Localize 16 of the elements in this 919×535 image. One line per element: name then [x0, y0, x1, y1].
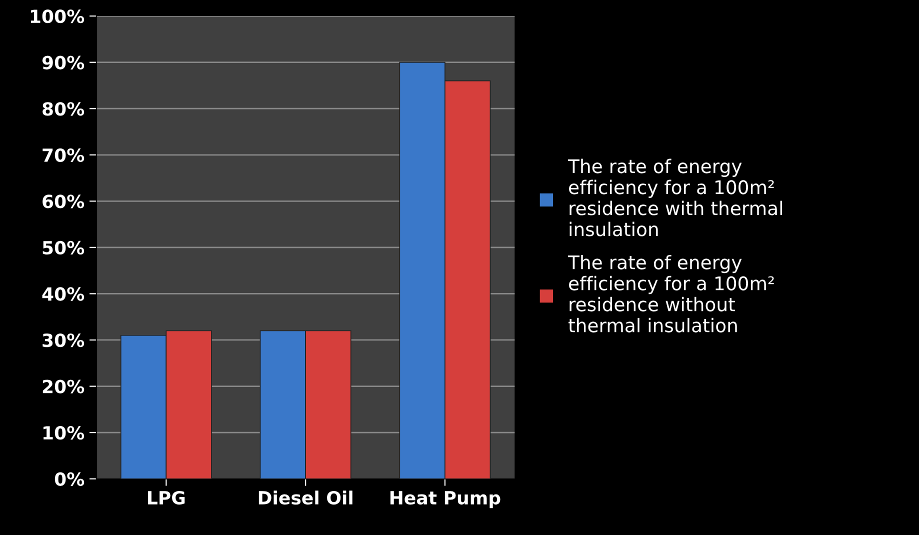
y-tick-label: 60% — [42, 194, 84, 208]
y-tick-label: 50% — [42, 240, 84, 255]
y-tick-label: 40% — [42, 287, 84, 301]
legend-label: The rate of energy efficiency for a 100m² residence without thermal insulation — [568, 254, 774, 332]
y-tick-label: 10% — [44, 426, 84, 440]
y-tick-label: 100% — [30, 10, 84, 24]
legend-label: The rate of energy efficiency for a 100m² residence with thermal insulation — [568, 158, 782, 236]
x-tick-label: Diesel Oil — [258, 490, 352, 505]
y-tick-label: 80% — [42, 102, 84, 116]
y-tick-label: 90% — [42, 56, 84, 70]
y-tick-label: 0% — [54, 472, 84, 486]
y-tick-label: 70% — [42, 148, 84, 162]
x-tick-label: LPG — [148, 490, 185, 505]
x-tick-label: Heat Pump — [390, 491, 500, 508]
y-tick-label: 30% — [42, 333, 84, 348]
y-tick-label: 20% — [42, 380, 84, 394]
